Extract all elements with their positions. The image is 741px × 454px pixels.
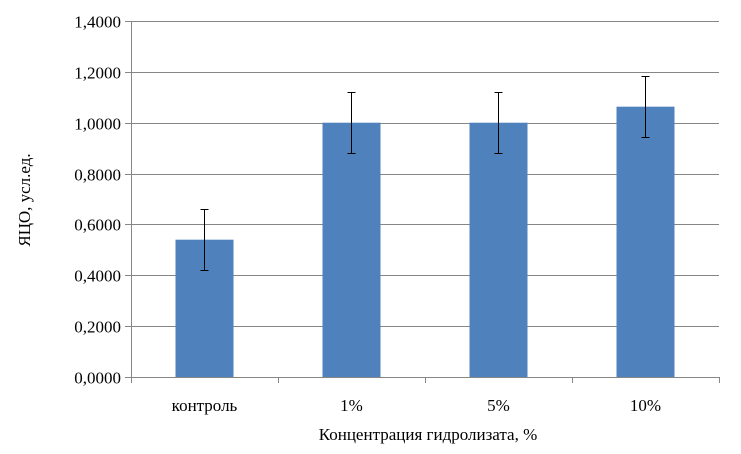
x-tick-label: 10% [630, 396, 661, 415]
y-tick-label: 1,0000 [74, 115, 121, 134]
y-tick-label: 0,2000 [74, 318, 121, 337]
bar [469, 122, 528, 377]
x-axis-label: Концентрация гидролизата, % [319, 425, 538, 444]
x-tick-labels: контроль 1% 5% 10% [172, 396, 661, 415]
y-axis-label: ЯЦО, усл.ед. [15, 153, 34, 246]
error-bar [200, 209, 209, 271]
y-tick-label: 0,0000 [74, 369, 121, 388]
y-tick-label: 0,4000 [74, 267, 121, 286]
y-tick-label: 1,2000 [74, 64, 121, 83]
bar [322, 122, 381, 377]
y-tick-label: 0,8000 [74, 166, 121, 185]
x-tick-label: 1% [340, 396, 363, 415]
x-tick-label: 5% [487, 396, 510, 415]
y-tick-labels: 0,0000 0,2000 0,4000 0,6000 0,8000 1,0000 1,20… [74, 13, 121, 388]
error-bar [494, 92, 503, 154]
bar [616, 106, 675, 378]
error-bar [641, 76, 650, 138]
bars [175, 106, 675, 378]
axes [125, 21, 720, 383]
error-bars [200, 76, 650, 271]
y-tick-label: 1,4000 [74, 13, 121, 32]
x-tick-label: контроль [172, 396, 238, 415]
y-tick-label: 0,6000 [74, 216, 121, 235]
error-bar [347, 92, 356, 154]
